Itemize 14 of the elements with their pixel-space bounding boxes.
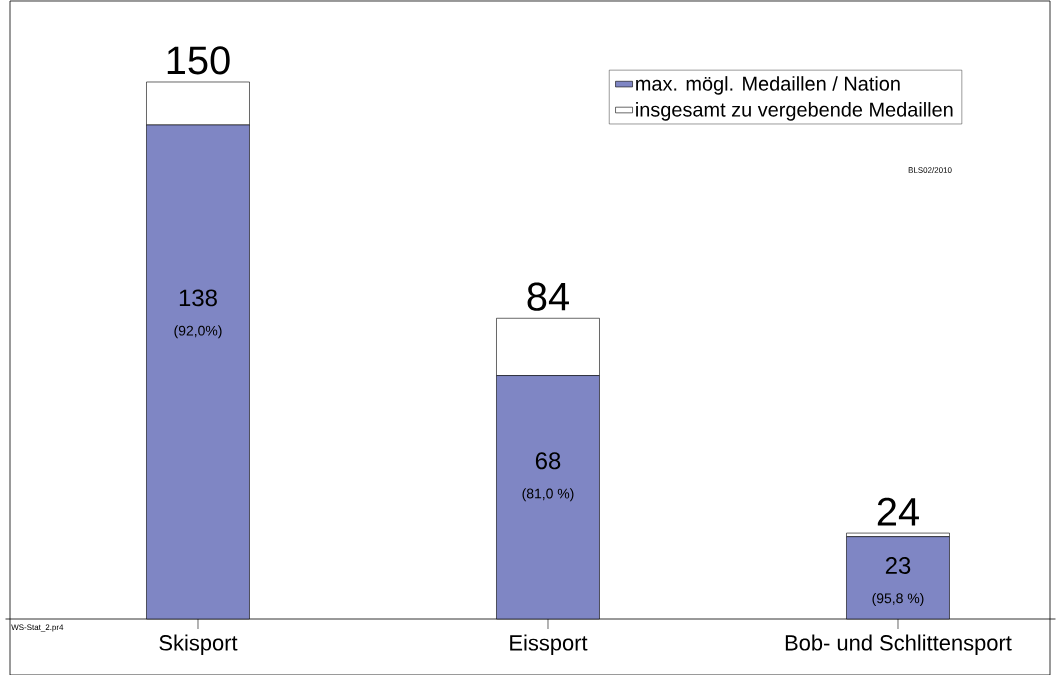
legend-label: insgesamt zu vergebende Medaillen (636, 102, 953, 121)
data-label: 68 (535, 452, 561, 470)
x-tick-label: Skisport (159, 634, 238, 655)
annotation: (95,8 %) (872, 592, 924, 606)
x-tick-label: Eissport (510, 634, 588, 655)
total-label: 24 (877, 497, 919, 526)
data-label: 23 (885, 557, 911, 574)
total-label: 150 (167, 46, 230, 75)
total-label: 84 (527, 282, 569, 311)
legend-label: max. mögl. Medaillen / Nation (636, 76, 900, 95)
data-label: 138 (179, 289, 217, 307)
annotation: (81,0 %) (522, 488, 574, 502)
annotation: (92,0%) (174, 325, 222, 339)
x-tick-label: Bob- und Schlittensport (785, 634, 1012, 655)
